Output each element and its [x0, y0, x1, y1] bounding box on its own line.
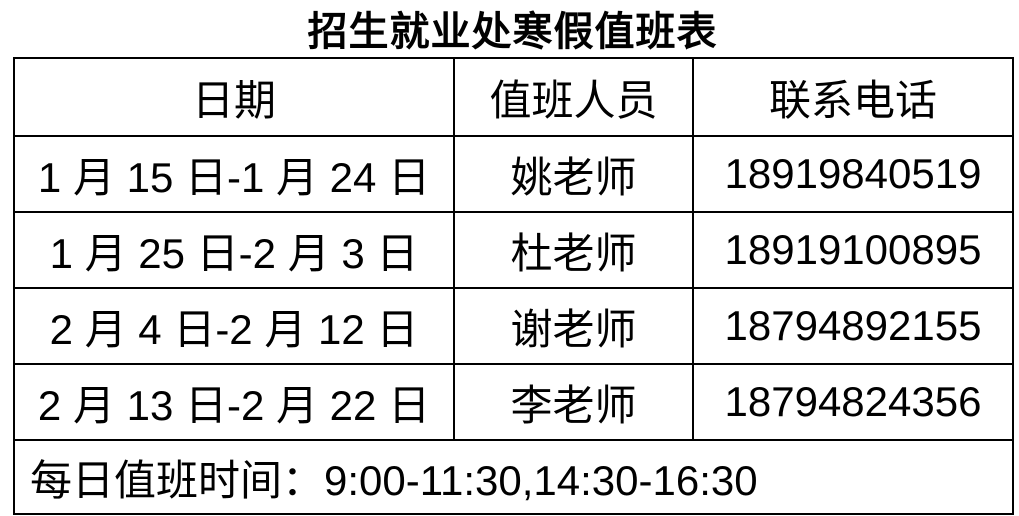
table-row: 1 月 15 日-1 月 24 日 姚老师 18919840519	[13, 135, 1014, 213]
cell-person: 谢老师	[453, 287, 694, 365]
cell-person: 李老师	[453, 363, 694, 441]
page-title: 招生就业处寒假值班表	[307, 9, 718, 54]
duty-hours-note: 每日值班时间：9:00-11:30,14:30-16:30	[13, 439, 1014, 515]
header-row: 日期 值班人员 联系电话	[13, 57, 1014, 137]
table-row: 2 月 13 日-2 月 22 日 李老师 18794824356	[13, 363, 1014, 441]
header-cell-person: 值班人员	[453, 57, 694, 137]
cell-phone: 18919100895	[692, 211, 1014, 289]
cell-date: 2 月 4 日-2 月 12 日	[13, 287, 455, 365]
cell-phone: 18919840519	[692, 135, 1014, 213]
cell-person: 杜老师	[453, 211, 694, 289]
cell-phone: 18794892155	[692, 287, 1014, 365]
cell-person: 姚老师	[453, 135, 694, 213]
cell-date: 1 月 25 日-2 月 3 日	[13, 211, 455, 289]
header-cell-date: 日期	[13, 57, 455, 137]
footer-row: 每日值班时间：9:00-11:30,14:30-16:30	[13, 439, 1014, 515]
duty-schedule-table: 日期 值班人员 联系电话 1 月 15 日-1 月 24 日 姚老师 18919…	[13, 57, 1014, 515]
table-row: 1 月 25 日-2 月 3 日 杜老师 18919100895	[13, 211, 1014, 289]
cell-date: 2 月 13 日-2 月 22 日	[13, 363, 455, 441]
header-cell-phone: 联系电话	[692, 57, 1014, 137]
cell-date: 1 月 15 日-1 月 24 日	[13, 135, 455, 213]
cell-phone: 18794824356	[692, 363, 1014, 441]
table-row: 2 月 4 日-2 月 12 日 谢老师 18794892155	[13, 287, 1014, 365]
